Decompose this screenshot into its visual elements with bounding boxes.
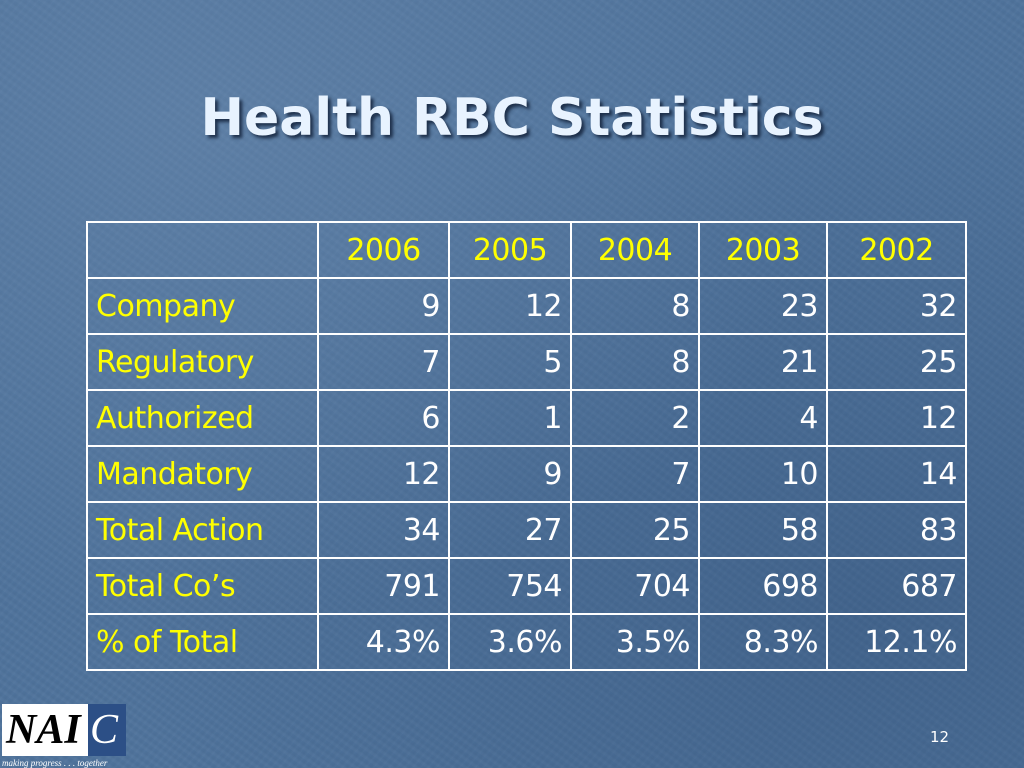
table-row-authorized: Authorized 6 1 2 4 12 [86, 389, 967, 447]
table-cell: 12.1% [826, 613, 967, 671]
table-row-regulatory: Regulatory 7 5 8 21 25 [86, 333, 967, 391]
row-label: Regulatory [86, 333, 319, 391]
table-cell: 7 [317, 333, 450, 391]
rbc-statistics-table: 2006 2005 2004 2003 2002 Company 9 12 8 … [86, 221, 967, 671]
table-cell: 23 [698, 277, 828, 335]
row-label: Company [86, 277, 319, 335]
column-header-2003: 2003 [698, 221, 828, 279]
logo-accent-background [88, 704, 126, 756]
table-cell: 34 [317, 501, 450, 559]
table-cell: 704 [570, 557, 700, 615]
column-header-2004: 2004 [570, 221, 700, 279]
table-cell: 32 [826, 277, 967, 335]
table-row-percent-of-total: % of Total 4.3% 3.6% 3.5% 8.3% 12.1% [86, 613, 967, 671]
table-row-company: Company 9 12 8 23 32 [86, 277, 967, 335]
table-cell: 2 [570, 389, 700, 447]
table-cell: 83 [826, 501, 967, 559]
table-corner-cell [86, 221, 319, 279]
table-row-mandatory: Mandatory 12 9 7 10 14 [86, 445, 967, 503]
logo-tagline: making progress . . . together [2, 758, 108, 768]
row-label: % of Total [86, 613, 319, 671]
table-row-total-cos: Total Co’s 791 754 704 698 687 [86, 557, 967, 615]
slide-title: Health RBC Statistics [200, 88, 824, 148]
table-cell: 698 [698, 557, 828, 615]
table-cell: 9 [448, 445, 572, 503]
table-cell: 25 [570, 501, 700, 559]
row-label: Mandatory [86, 445, 319, 503]
table-cell: 12 [317, 445, 450, 503]
table-cell: 12 [826, 389, 967, 447]
slide-page-number: 12 [930, 728, 950, 746]
table-cell: 4.3% [317, 613, 450, 671]
table-cell: 27 [448, 501, 572, 559]
logo-accent-text: C [90, 707, 119, 753]
table-cell: 791 [317, 557, 450, 615]
table-cell: 8 [570, 277, 700, 335]
table-cell: 14 [826, 445, 967, 503]
row-label: Total Co’s [86, 557, 319, 615]
row-label: Authorized [86, 389, 319, 447]
table-cell: 4 [698, 389, 828, 447]
table-cell: 25 [826, 333, 967, 391]
table-cell: 1 [448, 389, 572, 447]
column-header-2002: 2002 [826, 221, 967, 279]
naic-logo: NAI C making progress . . . together [0, 704, 128, 768]
table-cell: 21 [698, 333, 828, 391]
column-header-2006: 2006 [317, 221, 450, 279]
table-header-row: 2006 2005 2004 2003 2002 [86, 221, 967, 279]
row-label: Total Action [86, 501, 319, 559]
table-cell: 754 [448, 557, 572, 615]
table-cell: 3.6% [448, 613, 572, 671]
table-row-total-action: Total Action 34 27 25 58 83 [86, 501, 967, 559]
table-cell: 687 [826, 557, 967, 615]
table-cell: 3.5% [570, 613, 700, 671]
table-cell: 8 [570, 333, 700, 391]
table-cell: 8.3% [698, 613, 828, 671]
column-header-2005: 2005 [448, 221, 572, 279]
table-cell: 7 [570, 445, 700, 503]
table-cell: 9 [317, 277, 450, 335]
table-cell: 58 [698, 501, 828, 559]
table-cell: 6 [317, 389, 450, 447]
table-cell: 5 [448, 333, 572, 391]
table-cell: 10 [698, 445, 828, 503]
table-cell: 12 [448, 277, 572, 335]
logo-main-text: NAI [6, 707, 81, 753]
